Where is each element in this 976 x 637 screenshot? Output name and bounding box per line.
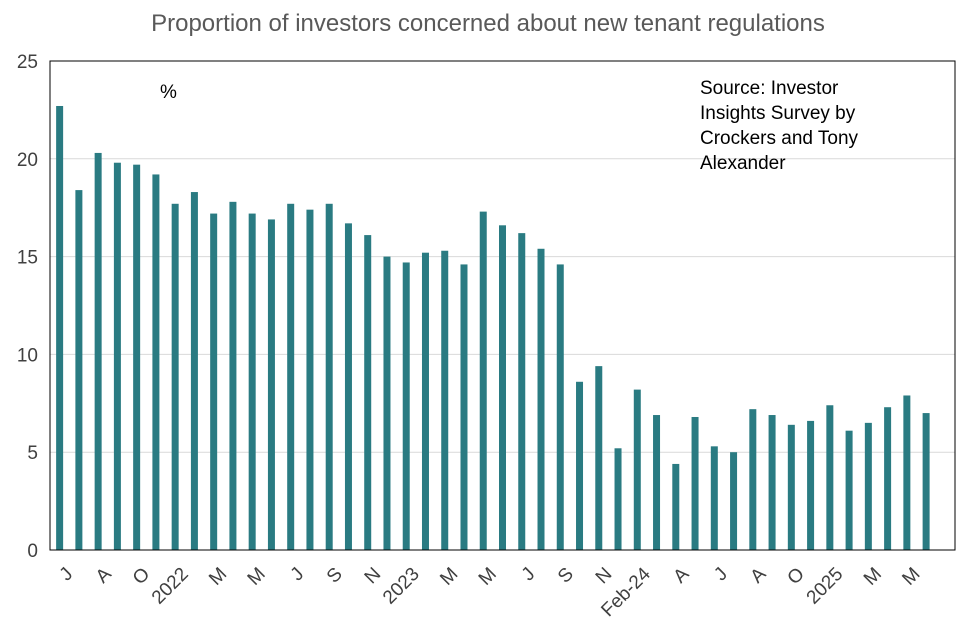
bar — [518, 233, 526, 551]
x-tick-label: 2025 — [803, 564, 848, 609]
x-tick-label: O — [784, 564, 809, 589]
bar — [113, 162, 121, 550]
bar — [56, 105, 64, 550]
bar — [364, 235, 372, 551]
x-tick-label: A — [747, 564, 771, 588]
x-tick-label: M — [436, 564, 462, 590]
x-tick-label: M — [244, 564, 270, 590]
x-tick-label: N — [361, 564, 386, 589]
source-note-line: Crockers and Tony — [700, 128, 859, 149]
bar — [383, 256, 391, 550]
bar — [556, 264, 564, 550]
bar — [306, 209, 314, 550]
bar — [787, 424, 795, 550]
x-tick-label: A — [92, 564, 116, 588]
source-note-line: Alexander — [700, 153, 786, 174]
bar — [653, 415, 661, 550]
y-tick-label: 25 — [17, 52, 38, 73]
bar — [344, 223, 352, 550]
bar — [845, 430, 853, 550]
y-tick-label: 20 — [17, 150, 38, 171]
bar — [171, 203, 179, 550]
x-tick-label: J — [518, 564, 540, 586]
bar — [903, 395, 911, 550]
x-tick-label: N — [592, 564, 617, 589]
x-tick-label: 2023 — [379, 564, 424, 609]
bar — [710, 446, 718, 550]
y-axis-ticks: 0 5 10 15 20 25 — [17, 52, 38, 562]
bar — [152, 174, 160, 550]
x-tick-label: O — [129, 564, 154, 589]
bar — [768, 415, 776, 550]
bar — [672, 463, 680, 550]
bar — [267, 219, 275, 550]
bar — [537, 248, 545, 550]
x-tick-label: J — [287, 564, 309, 586]
bar — [691, 416, 699, 550]
plot-area-border — [49, 60, 956, 551]
bar — [864, 422, 872, 550]
bar — [479, 211, 487, 550]
bar — [421, 252, 429, 551]
x-tick-label: M — [205, 564, 231, 590]
unit-label: % — [160, 82, 177, 103]
bar — [884, 407, 892, 550]
x-tick-label: M — [898, 564, 924, 590]
bar — [807, 420, 815, 550]
source-note-line: Source: Investor — [700, 78, 839, 99]
bar — [633, 389, 641, 550]
x-tick-label: S — [554, 564, 578, 588]
x-tick-label: 2022 — [148, 564, 193, 609]
bar — [402, 262, 410, 550]
y-tick-label: 15 — [17, 248, 38, 269]
bar — [133, 164, 141, 550]
bar — [190, 192, 198, 550]
source-note: Source: Investor Insights Survey by Crocke… — [700, 78, 859, 174]
x-tick-label: S — [323, 564, 347, 588]
bar — [210, 213, 218, 550]
x-tick-label: M — [860, 564, 886, 590]
bar — [325, 203, 333, 550]
bar — [749, 409, 757, 550]
y-tick-label: 5 — [27, 443, 38, 464]
bar — [94, 152, 102, 550]
bar — [75, 190, 83, 550]
source-note-line: Insights Survey by — [700, 103, 856, 124]
bar — [460, 264, 468, 550]
x-tick-label: J — [56, 564, 78, 586]
bar — [730, 452, 738, 550]
bar — [229, 201, 237, 550]
bar — [499, 225, 506, 550]
bar-series — [56, 105, 930, 551]
bar — [287, 203, 295, 550]
y-tick-label: 0 — [27, 541, 38, 562]
bar — [576, 381, 584, 550]
x-tick-label: J — [710, 564, 732, 586]
x-tick-label: A — [670, 564, 694, 588]
bar — [248, 213, 256, 550]
bar — [595, 366, 603, 550]
bar — [922, 413, 930, 550]
chart-title: Proportion of investors concerned about … — [151, 10, 825, 37]
x-tick-label: M — [475, 564, 501, 590]
bar — [614, 448, 622, 550]
bar — [826, 405, 834, 550]
bar — [441, 250, 449, 550]
y-tick-label: 10 — [17, 345, 38, 366]
